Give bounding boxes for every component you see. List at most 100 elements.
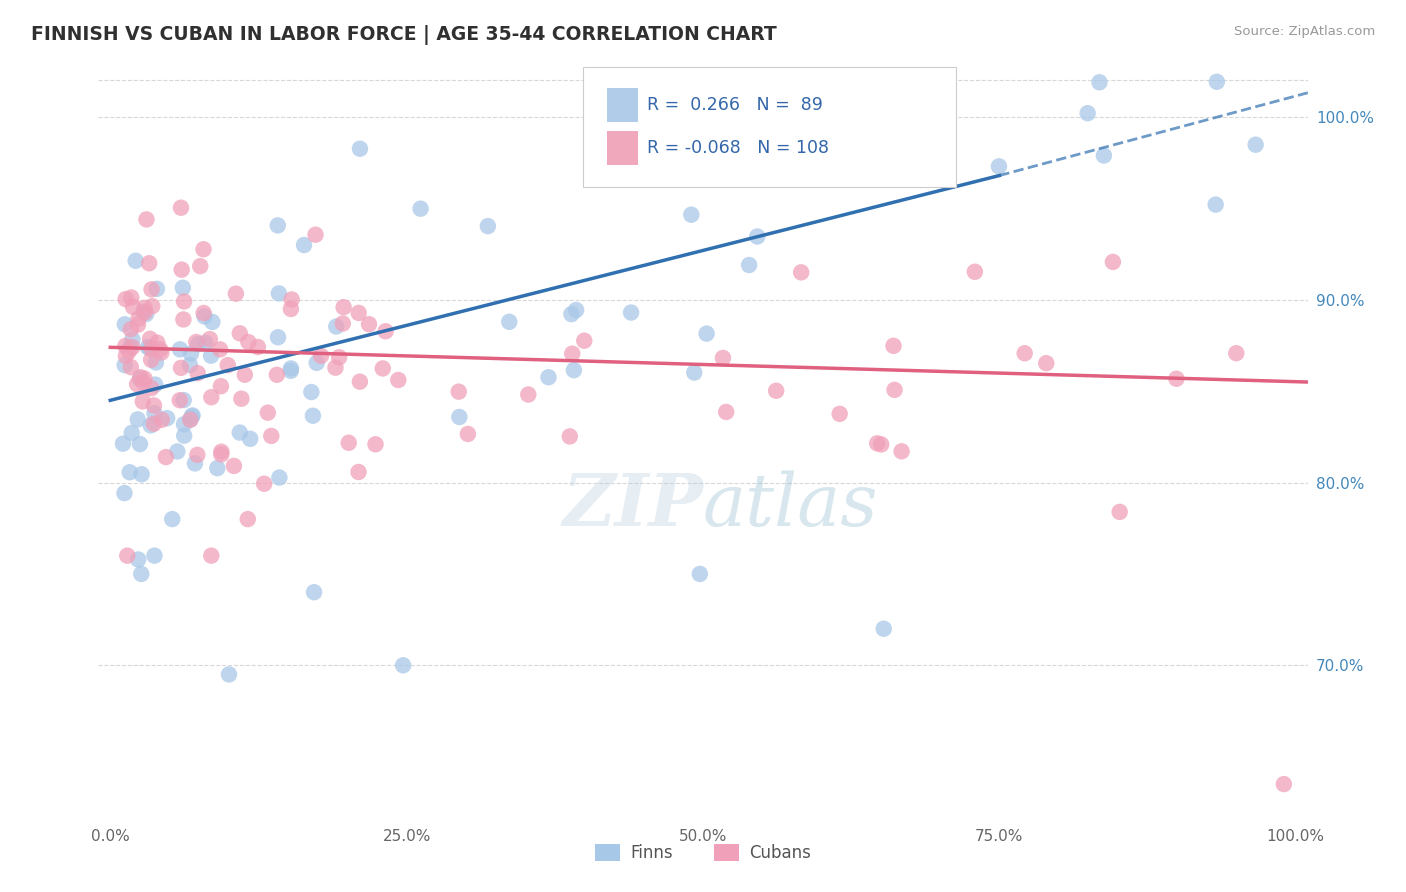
Point: [387, 373, 409, 387]
Point: [269, 470, 291, 484]
Point: [173, 417, 195, 432]
Point: [114, 318, 136, 332]
Point: [837, 150, 859, 164]
Point: [328, 351, 350, 365]
Point: [747, 229, 769, 244]
Point: [1108, 505, 1130, 519]
Point: [1115, 47, 1137, 62]
Point: [180, 346, 202, 360]
Point: [229, 326, 252, 341]
Point: [111, 436, 134, 450]
Point: [200, 549, 222, 563]
Point: [132, 376, 155, 390]
Point: [134, 305, 156, 319]
Point: [883, 383, 905, 397]
Point: [689, 566, 711, 581]
Point: [186, 448, 208, 462]
Point: [537, 370, 560, 384]
Point: [146, 282, 169, 296]
Point: [1205, 75, 1227, 89]
Point: [765, 384, 787, 398]
Point: [129, 372, 152, 386]
Point: [222, 458, 245, 473]
Point: [236, 512, 259, 526]
Point: [135, 307, 157, 321]
Point: [229, 425, 252, 440]
Point: [200, 390, 222, 404]
Point: [253, 476, 276, 491]
Point: [131, 467, 153, 482]
Point: [280, 301, 302, 316]
Point: [120, 291, 142, 305]
Point: [115, 349, 138, 363]
Point: [166, 444, 188, 458]
Point: [409, 202, 432, 216]
Point: [209, 447, 232, 461]
Point: [141, 352, 163, 367]
Point: [114, 486, 136, 500]
Point: [170, 201, 193, 215]
Point: [332, 300, 354, 314]
Point: [1077, 106, 1099, 120]
Point: [357, 317, 380, 331]
Point: [201, 315, 224, 329]
Point: [135, 212, 157, 227]
Point: [349, 375, 371, 389]
Point: [1272, 777, 1295, 791]
Point: [193, 242, 215, 256]
Legend: Finns, Cubans: Finns, Cubans: [588, 837, 818, 869]
Point: [347, 306, 370, 320]
Point: [193, 306, 215, 320]
Point: [1225, 346, 1247, 360]
Point: [172, 312, 194, 326]
Point: [122, 300, 145, 314]
Text: R =  0.266   N =  89: R = 0.266 N = 89: [647, 96, 823, 114]
Point: [280, 364, 302, 378]
Point: [186, 334, 208, 349]
Point: [118, 344, 141, 359]
Point: [267, 330, 290, 344]
Point: [142, 417, 165, 431]
Point: [188, 259, 211, 273]
Point: [238, 334, 260, 349]
Point: [172, 281, 194, 295]
Point: [305, 356, 328, 370]
Text: Source: ZipAtlas.com: Source: ZipAtlas.com: [1234, 25, 1375, 38]
Point: [309, 349, 332, 363]
Point: [143, 377, 166, 392]
Point: [246, 340, 269, 354]
Point: [987, 159, 1010, 173]
Point: [870, 437, 893, 451]
Point: [217, 358, 239, 372]
Point: [267, 219, 290, 233]
Point: [120, 322, 142, 336]
Point: [302, 409, 325, 423]
Point: [141, 299, 163, 313]
Point: [150, 413, 173, 427]
Point: [332, 317, 354, 331]
Point: [127, 318, 149, 332]
Point: [129, 437, 152, 451]
Point: [337, 435, 360, 450]
Point: [738, 258, 761, 272]
Point: [128, 311, 150, 326]
Point: [1212, 45, 1234, 60]
Point: [963, 265, 986, 279]
Point: [1244, 137, 1267, 152]
Point: [790, 265, 813, 279]
Point: [1092, 148, 1115, 162]
Point: [139, 341, 162, 355]
Point: [136, 340, 159, 354]
Point: [141, 282, 163, 296]
Text: ZIP: ZIP: [562, 470, 703, 541]
Point: [560, 307, 582, 321]
Point: [256, 406, 278, 420]
Point: [173, 393, 195, 408]
Point: [198, 332, 221, 346]
Point: [449, 409, 471, 424]
Point: [711, 351, 734, 365]
Point: [139, 332, 162, 346]
Point: [374, 324, 396, 338]
Point: [1166, 372, 1188, 386]
Point: [179, 413, 201, 427]
